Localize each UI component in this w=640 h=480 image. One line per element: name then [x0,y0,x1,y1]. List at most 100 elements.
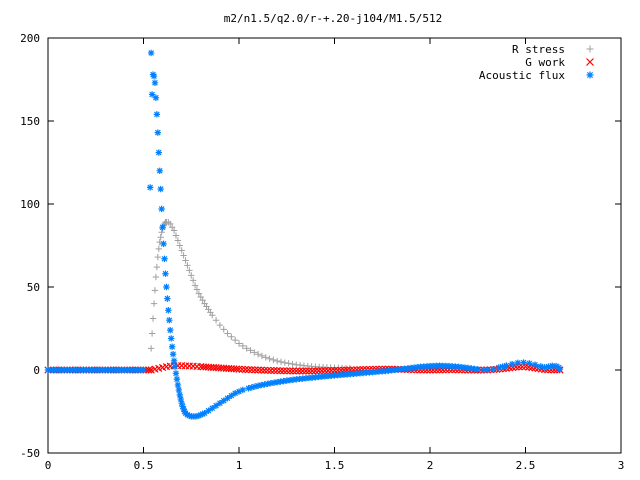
data-point [172,232,180,239]
data-point [193,286,201,293]
data-point [171,363,179,370]
data-point [248,384,255,391]
data-point [239,386,247,394]
data-point [228,392,235,399]
data-point [537,363,544,370]
data-point [586,71,594,79]
data-point [299,367,307,375]
data-point [162,270,169,277]
data-point [172,370,180,377]
data-point [184,262,191,269]
data-point [586,58,594,66]
data-point [216,400,224,407]
data-point [151,287,159,294]
data-point [545,363,552,370]
data-point [514,359,522,367]
data-point [195,290,203,297]
data-point [277,358,285,366]
data-point [179,403,186,410]
data-point [159,224,166,231]
data-point [205,407,212,414]
data-point [484,366,491,374]
data-point [191,282,199,289]
plot-frame [47,37,622,454]
series-layer [44,49,564,420]
x-tick-label: 1 [236,459,243,472]
data-point [216,321,224,329]
data-point [178,400,185,407]
data-point [158,205,165,213]
data-point [173,375,181,383]
data-point [245,385,252,392]
data-point [149,315,157,322]
legend-label: G work [525,56,565,69]
data-point [305,367,313,375]
legend-label: Acoustic flux [479,69,565,82]
data-point [174,237,182,244]
data-point [168,224,176,231]
data-point [175,386,183,394]
data-point [586,45,594,53]
y-tick-label: 50 [27,281,40,294]
data-point [308,367,316,375]
data-point [254,366,262,374]
data-point [232,365,241,373]
data-point [150,300,158,307]
data-point [289,367,297,375]
data-point [552,362,560,370]
x-tick-label: 2 [427,459,434,472]
data-point [289,360,296,368]
data-point [180,405,187,413]
data-point [531,361,539,368]
data-point [153,111,161,118]
x-tick-label: 1.5 [325,459,345,472]
data-point [170,227,178,234]
series-r-stress [44,219,353,374]
data-point [201,409,208,417]
data-point [330,366,339,375]
data-point [197,293,204,301]
y-tick-label: 0 [33,364,40,377]
y-tick-label: 200 [20,32,40,45]
data-point [314,367,323,375]
data-point [147,49,155,57]
data-point [247,347,254,354]
data-point [140,366,147,374]
data-point [155,149,162,156]
data-point [318,367,326,375]
data-point [285,360,292,367]
data-point [495,364,502,371]
data-point [258,352,266,360]
data-point [157,185,164,193]
data-point [499,363,506,370]
data-point [152,94,160,101]
data-point [311,367,320,375]
data-point [163,283,170,291]
x-tick-label: 0.5 [134,459,154,472]
data-point [212,317,220,324]
data-point [235,340,243,347]
data-point [239,342,247,350]
legend-label: R stress [512,43,565,56]
data-point [266,355,273,362]
data-point [327,366,335,375]
data-point [167,335,175,342]
data-point [146,184,154,191]
data-point [189,277,197,284]
data-point [184,411,191,419]
data-point [503,362,510,369]
data-point [556,365,564,373]
chart-title: m2/n1.5/q2.0/r-+.20-j104/M1.5/512 [224,12,443,25]
data-point [489,365,497,373]
data-point [176,242,183,249]
data-point [186,412,193,419]
data-point [292,367,300,375]
data-point [220,326,227,333]
data-point [549,362,556,369]
data-point [238,365,246,373]
data-point [153,263,161,271]
data-point [228,333,235,340]
data-point [321,367,329,375]
data-point [261,381,268,388]
